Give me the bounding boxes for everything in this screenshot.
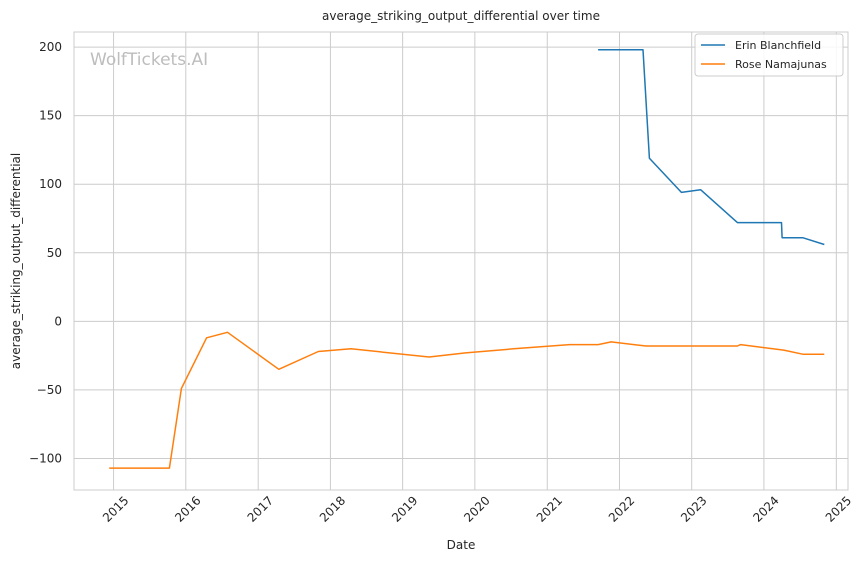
y-tick-label: 0	[54, 314, 62, 328]
series-lines	[109, 49, 825, 469]
x-gridlines	[113, 32, 837, 490]
legend-label: Erin Blanchfield	[735, 39, 821, 52]
y-tick-label: −50	[37, 383, 62, 397]
y-tick-label: 50	[47, 246, 62, 260]
chart-title: average_striking_output_differential ove…	[322, 9, 600, 23]
series-line	[109, 331, 825, 469]
legend: Erin Blanchfield Rose Namajunas	[694, 33, 844, 77]
x-axis-label: Date	[447, 538, 476, 552]
legend-box	[694, 33, 844, 77]
legend-label: Rose Namajunas	[735, 58, 827, 71]
y-tick-label: 200	[39, 40, 62, 54]
plot-frame	[73, 31, 849, 491]
y-gridlines	[74, 46, 848, 459]
series-line	[598, 49, 825, 246]
y-tick-label: 150	[39, 109, 62, 123]
y-tick-label: −100	[29, 451, 62, 465]
y-tick-label: 100	[39, 177, 62, 191]
watermark: WolfTickets.AI	[90, 50, 208, 70]
y-tick-labels: 200 150 100 50 0 −50 −100	[29, 40, 62, 465]
y-axis-label: average_striking_output_differential	[9, 153, 23, 369]
legend-entries: Erin Blanchfield Rose Namajunas	[701, 39, 827, 71]
